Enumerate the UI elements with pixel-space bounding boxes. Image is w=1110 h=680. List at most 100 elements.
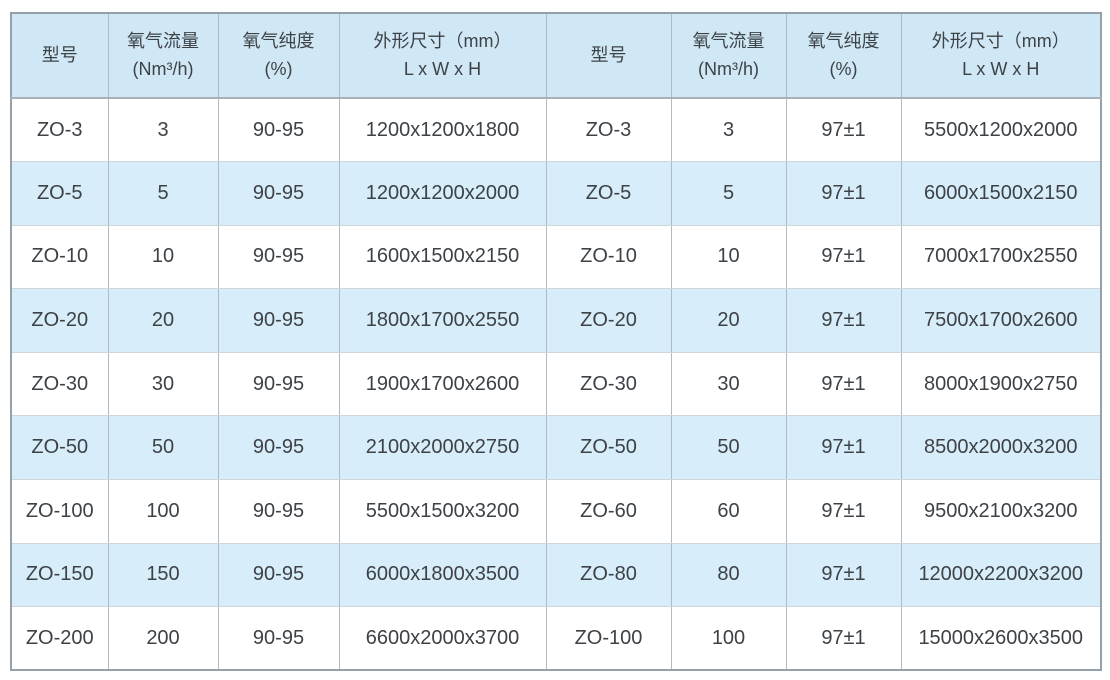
header-label: 氧气纯度 <box>807 30 880 51</box>
cell-purity-right: 97±1 <box>785 479 902 544</box>
col-header-purity-right: 氧气纯度 (%) <box>785 12 902 99</box>
cell-flow-left: 200 <box>107 606 219 671</box>
table-row: ZO-10 10 90-95 1600x1500x2150 ZO-10 10 97±1 700… <box>10 224 1102 290</box>
cell-dims-right: 7000x1700x2550 <box>900 224 1102 290</box>
cell-flow-right: 5 <box>670 161 787 226</box>
cell-model-right: ZO-30 <box>545 351 672 417</box>
cell-purity-left: 90-95 <box>217 161 340 226</box>
cell-purity-left: 90-95 <box>217 542 340 608</box>
col-header-model-left: 型号 <box>10 12 109 99</box>
table-body: ZO-3 3 90-95 1200x1200x1800 ZO-3 3 97±1 5500x12… <box>10 97 1102 671</box>
table-row: ZO-3 3 90-95 1200x1200x1800 ZO-3 3 97±1 5500x12… <box>10 97 1102 163</box>
cell-purity-right: 97±1 <box>785 415 902 481</box>
cell-model-right: ZO-3 <box>545 97 672 163</box>
header-label: 型号 <box>590 44 627 65</box>
col-header-model-right: 型号 <box>545 12 672 99</box>
header-label: 外形尺寸（mm） <box>931 30 1070 51</box>
cell-flow-left: 100 <box>107 479 219 544</box>
header-sublabel: L x W x H <box>962 58 1040 79</box>
cell-purity-right: 97±1 <box>785 161 902 226</box>
cell-flow-right: 30 <box>670 351 787 417</box>
cell-purity-left: 90-95 <box>217 479 340 544</box>
col-header-purity-left: 氧气纯度 (%) <box>217 12 340 99</box>
header-label: 外形尺寸（mm） <box>373 30 512 51</box>
cell-dims-right: 6000x1500x2150 <box>900 161 1102 226</box>
cell-dims-left: 1600x1500x2150 <box>338 224 547 290</box>
cell-dims-left: 1800x1700x2550 <box>338 288 547 353</box>
cell-model-left: ZO-20 <box>10 288 109 353</box>
col-header-flow-left: 氧气流量 (Nm³/h) <box>107 12 219 99</box>
cell-purity-right: 97±1 <box>785 224 902 290</box>
header-row: 型号 氧气流量 (Nm³/h) 氧气纯度 (%) 外形尺寸（mm） L x W … <box>10 12 1102 99</box>
cell-model-right: ZO-10 <box>545 224 672 290</box>
table-row: ZO-200 200 90-95 6600x2000x3700 ZO-100 100 97±… <box>10 606 1102 671</box>
cell-flow-left: 150 <box>107 542 219 608</box>
cell-model-left: ZO-3 <box>10 97 109 163</box>
cell-dims-right: 9500x2100x3200 <box>900 479 1102 544</box>
cell-purity-right: 97±1 <box>785 606 902 671</box>
cell-model-left: ZO-10 <box>10 224 109 290</box>
cell-flow-left: 5 <box>107 161 219 226</box>
table-row: ZO-20 20 90-95 1800x1700x2550 ZO-20 20 97±1 750… <box>10 288 1102 353</box>
cell-purity-left: 90-95 <box>217 351 340 417</box>
cell-purity-right: 97±1 <box>785 351 902 417</box>
spec-table-container: 型号 氧气流量 (Nm³/h) 氧气纯度 (%) 外形尺寸（mm） L x W … <box>10 12 1102 672</box>
header-sublabel: (%) <box>829 58 858 79</box>
cell-flow-right: 3 <box>670 97 787 163</box>
table-header: 型号 氧气流量 (Nm³/h) 氧气纯度 (%) 外形尺寸（mm） L x W … <box>10 12 1102 99</box>
table-row: ZO-100 100 90-95 5500x1500x3200 ZO-60 60 97±1 9… <box>10 479 1102 544</box>
cell-model-left: ZO-200 <box>10 606 109 671</box>
header-sublabel: (Nm³/h) <box>698 58 759 79</box>
cell-dims-left: 6000x1800x3500 <box>338 542 547 608</box>
cell-model-right: ZO-50 <box>545 415 672 481</box>
header-label: 氧气纯度 <box>242 30 315 51</box>
table-row: ZO-5 5 90-95 1200x1200x2000 ZO-5 5 97±1 6000x15… <box>10 161 1102 226</box>
cell-flow-left: 30 <box>107 351 219 417</box>
cell-model-right: ZO-100 <box>545 606 672 671</box>
cell-flow-right: 100 <box>670 606 787 671</box>
cell-flow-right: 80 <box>670 542 787 608</box>
cell-flow-right: 50 <box>670 415 787 481</box>
header-sublabel: L x W x H <box>403 58 482 79</box>
cell-model-left: ZO-100 <box>10 479 109 544</box>
cell-model-left: ZO-50 <box>10 415 109 481</box>
cell-model-right: ZO-80 <box>545 542 672 608</box>
cell-purity-left: 90-95 <box>217 97 340 163</box>
cell-dims-right: 8500x2000x3200 <box>900 415 1102 481</box>
cell-model-right: ZO-60 <box>545 479 672 544</box>
table-row: ZO-150 150 90-95 6000x1800x3500 ZO-80 80 97±1 1… <box>10 542 1102 608</box>
header-label: 氧气流量 <box>127 30 199 51</box>
cell-flow-right: 10 <box>670 224 787 290</box>
cell-purity-right: 97±1 <box>785 97 902 163</box>
cell-model-right: ZO-20 <box>545 288 672 353</box>
cell-dims-left: 2100x2000x2750 <box>338 415 547 481</box>
cell-dims-right: 15000x2600x3500 <box>900 606 1102 671</box>
cell-flow-left: 10 <box>107 224 219 290</box>
col-header-dims-left: 外形尺寸（mm） L x W x H <box>338 12 547 99</box>
cell-purity-left: 90-95 <box>217 415 340 481</box>
cell-flow-left: 20 <box>107 288 219 353</box>
cell-dims-right: 8000x1900x2750 <box>900 351 1102 417</box>
cell-model-right: ZO-5 <box>545 161 672 226</box>
header-sublabel: (%) <box>264 58 293 79</box>
cell-purity-left: 90-95 <box>217 224 340 290</box>
cell-flow-left: 50 <box>107 415 219 481</box>
cell-purity-right: 97±1 <box>785 542 902 608</box>
cell-dims-right: 5500x1200x2000 <box>900 97 1102 163</box>
header-label: 型号 <box>41 44 78 65</box>
cell-dims-left: 1200x1200x1800 <box>338 97 547 163</box>
table-row: ZO-50 50 90-95 2100x2000x2750 ZO-50 50 97±1 850… <box>10 415 1102 481</box>
cell-dims-left: 6600x2000x3700 <box>338 606 547 671</box>
cell-model-left: ZO-150 <box>10 542 109 608</box>
cell-dims-left: 1200x1200x2000 <box>338 161 547 226</box>
cell-dims-left: 5500x1500x3200 <box>338 479 547 544</box>
cell-purity-left: 90-95 <box>217 288 340 353</box>
cell-flow-left: 3 <box>107 97 219 163</box>
header-label: 氧气流量 <box>692 30 765 51</box>
cell-model-left: ZO-30 <box>10 351 109 417</box>
cell-model-left: ZO-5 <box>10 161 109 226</box>
cell-purity-left: 90-95 <box>217 606 340 671</box>
cell-flow-right: 20 <box>670 288 787 353</box>
col-header-dims-right: 外形尺寸（mm） L x W x H <box>900 12 1102 99</box>
cell-purity-right: 97±1 <box>785 288 902 353</box>
